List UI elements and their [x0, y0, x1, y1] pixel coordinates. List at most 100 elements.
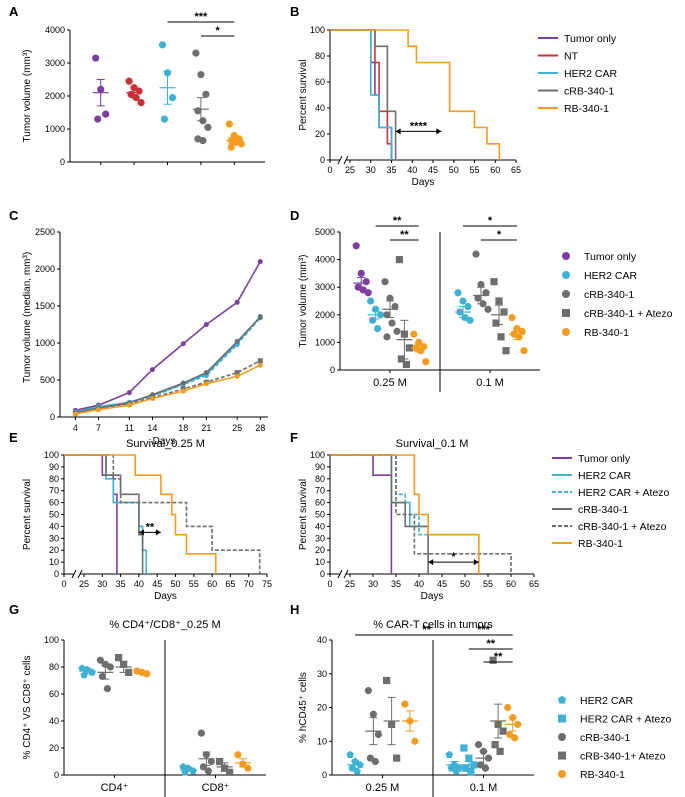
- data-point: [106, 663, 114, 671]
- significance-label: **: [494, 651, 503, 663]
- y-axis-title: Percent survival: [298, 479, 309, 550]
- data-point: [466, 316, 474, 324]
- series-point: [203, 322, 209, 327]
- x-tick-label: 30: [97, 579, 107, 589]
- data-point: [364, 289, 372, 297]
- series-point: [257, 259, 263, 265]
- x-tick-label: 45: [428, 165, 438, 175]
- chart-title: % CAR-T cells in tumors: [373, 619, 493, 631]
- data-point: [367, 297, 375, 305]
- x-tick-label: 21: [201, 423, 211, 433]
- legend-label: HER2 CAR: [564, 68, 618, 80]
- y-tick-label: 0: [320, 155, 325, 165]
- y-tick-label: 10: [317, 736, 327, 746]
- axis-break: [337, 155, 343, 165]
- x-axis-title: Days: [154, 591, 177, 602]
- legend-label: HER2 CAR: [584, 270, 638, 282]
- y-tick-label: 30: [49, 533, 59, 543]
- arrow-head: [436, 128, 442, 135]
- data-point: [207, 757, 215, 766]
- survival-curve: [330, 29, 393, 160]
- panel-letter: G: [9, 602, 19, 617]
- y-tick-label: 5000: [315, 227, 335, 237]
- survival-curve: [330, 29, 397, 160]
- x-tick-label: 35: [391, 579, 401, 589]
- data-point: [102, 110, 110, 118]
- x-tick-label: 0: [61, 579, 66, 589]
- series-point: [180, 380, 186, 386]
- data-point: [352, 242, 360, 250]
- data-point: [369, 710, 377, 718]
- series-point: [180, 388, 186, 394]
- significance-label: *: [451, 551, 456, 563]
- x-tick-label: 18: [178, 423, 188, 433]
- y-axis-title: Percent survival: [22, 479, 33, 550]
- y-tick-label: 40: [49, 521, 59, 531]
- data-point: [410, 330, 418, 338]
- series-line: [75, 364, 261, 415]
- data-point: [496, 747, 504, 755]
- y-tick-label: 3000: [315, 282, 335, 292]
- legend-marker: [558, 714, 566, 723]
- data-point: [511, 734, 519, 742]
- arrow-head: [138, 529, 144, 536]
- y-tick-label: 20: [315, 129, 325, 139]
- y-tick-label: 0: [330, 365, 335, 375]
- y-tick-label: 80: [315, 51, 325, 61]
- data-point: [499, 727, 507, 735]
- series-line: [75, 261, 261, 412]
- data-point: [237, 140, 245, 148]
- y-tick-label: 500: [40, 375, 55, 385]
- axis-break: [77, 569, 83, 579]
- x-tick-label: 30: [366, 165, 376, 175]
- data-point: [383, 333, 391, 341]
- legend-label: HER2 CAR: [580, 695, 634, 707]
- data-point: [393, 327, 401, 335]
- data-point: [226, 768, 234, 776]
- data-point: [234, 751, 242, 759]
- data-point: [481, 764, 490, 772]
- y-tick-label: 2000: [35, 264, 55, 274]
- panel-letter: B: [290, 4, 299, 19]
- survival-curve: [330, 454, 393, 574]
- x-tick-label: 25: [345, 165, 355, 175]
- series-point: [257, 362, 263, 368]
- legend-label: RB-340-1: [580, 769, 625, 781]
- x-tick-label: 65: [225, 579, 235, 589]
- x-group-label: 0.25 M: [366, 782, 400, 794]
- x-tick-label: 40: [134, 579, 144, 589]
- data-point: [158, 41, 167, 49]
- data-point: [393, 754, 401, 762]
- x-tick-label: 50: [170, 579, 180, 589]
- x-tick-label: 65: [529, 579, 539, 589]
- significance-label: ***: [194, 11, 208, 23]
- series-point: [257, 358, 263, 364]
- legend-label: cRB-340-1: [580, 732, 630, 744]
- data-point: [202, 90, 210, 98]
- data-point: [474, 294, 482, 302]
- survival-curve: [64, 454, 147, 574]
- arrow-head: [155, 529, 161, 536]
- data-point: [482, 289, 490, 297]
- data-point: [500, 308, 508, 316]
- legend-label: RB-340-1: [578, 538, 623, 550]
- legend-label: cRB-340-1: [564, 86, 614, 98]
- legend-label: RB-340-1: [564, 103, 609, 115]
- series-line: [75, 317, 261, 413]
- x-tick-label: 40: [407, 165, 417, 175]
- x-tick-label: 55: [483, 579, 493, 589]
- y-tick-label: 60: [315, 498, 325, 508]
- data-point: [518, 327, 526, 335]
- series-line: [75, 315, 261, 413]
- y-tick-label: 50: [315, 510, 325, 520]
- legend-marker: [562, 309, 570, 317]
- data-point: [357, 269, 365, 277]
- y-tick-label: 20: [317, 703, 327, 713]
- data-point: [92, 54, 100, 62]
- data-point: [225, 120, 233, 128]
- data-point: [465, 754, 473, 762]
- series-point: [126, 390, 132, 396]
- y-tick-label: 100: [44, 450, 59, 460]
- data-point: [495, 297, 503, 305]
- data-point: [189, 767, 197, 775]
